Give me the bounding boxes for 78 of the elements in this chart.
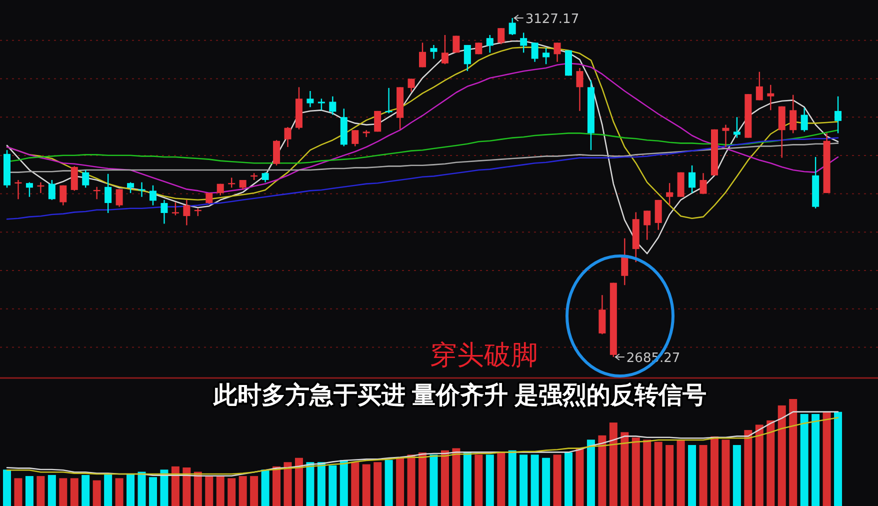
bar [328, 465, 337, 506]
bar [104, 474, 112, 506]
bar [238, 476, 247, 506]
bar [609, 422, 618, 506]
bar [138, 472, 146, 506]
bar [48, 474, 56, 506]
bar [800, 414, 808, 506]
bar [148, 477, 157, 506]
bar [699, 445, 708, 506]
bar [25, 476, 34, 506]
bar [766, 420, 775, 506]
bar [70, 478, 78, 506]
bar [598, 435, 606, 506]
bar [182, 467, 191, 506]
bar [710, 436, 718, 506]
bar [250, 476, 258, 506]
bar [205, 476, 214, 506]
bar [812, 414, 820, 506]
bar [722, 440, 730, 506]
bar [530, 454, 539, 506]
bar [666, 445, 674, 506]
bar [160, 470, 168, 506]
bar [430, 454, 438, 506]
bar [407, 454, 416, 506]
bar [520, 454, 528, 506]
bar [755, 424, 764, 506]
bar [834, 412, 842, 506]
bar [351, 462, 360, 506]
bar [744, 430, 752, 506]
bar [317, 462, 326, 506]
bar [194, 472, 202, 506]
bar [676, 440, 685, 506]
bar [822, 412, 831, 506]
bar [14, 478, 22, 506]
bar [564, 452, 572, 506]
bar [452, 448, 460, 506]
bar [261, 470, 270, 506]
bar [59, 478, 68, 506]
bar [486, 454, 494, 506]
bar [396, 458, 404, 506]
annotation: 穿头破脚 [430, 340, 538, 370]
bar [654, 442, 662, 506]
bar [306, 462, 314, 506]
annotation: 3127.17 [525, 12, 580, 27]
bar [440, 450, 449, 506]
bar [542, 458, 550, 506]
bar [732, 445, 741, 506]
bar [3, 470, 11, 506]
bar [553, 454, 562, 506]
bar [474, 454, 483, 506]
bar [463, 452, 472, 506]
bar [632, 438, 640, 506]
bar [115, 478, 124, 506]
bar [384, 460, 393, 506]
bar [418, 452, 427, 506]
bar [284, 462, 292, 506]
bar [126, 474, 135, 506]
bar [586, 440, 595, 506]
bar [497, 452, 506, 506]
bar [508, 450, 516, 506]
bar [216, 476, 224, 506]
bar [362, 464, 370, 506]
bar [36, 476, 45, 506]
bar [643, 440, 652, 506]
bar [340, 460, 348, 506]
bar [272, 466, 281, 506]
bar [778, 405, 786, 506]
bar [82, 474, 90, 506]
bar [171, 466, 180, 506]
bar [294, 458, 303, 506]
bar [92, 480, 101, 506]
bar [374, 462, 382, 506]
bar [576, 448, 584, 506]
bar [228, 478, 236, 506]
annotation: 此时多方急于买进 量价齐升 是强烈的反转信号 [212, 381, 707, 409]
bar [688, 445, 696, 506]
bar [620, 432, 629, 506]
bar [789, 399, 798, 506]
